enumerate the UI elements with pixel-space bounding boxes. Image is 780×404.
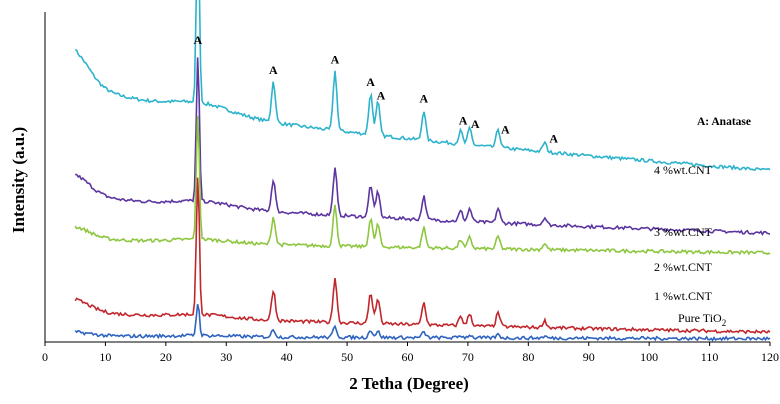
x-tick-label: 50 — [341, 350, 353, 364]
series-line-3 — [74, 177, 771, 335]
peak-annotation: A — [377, 89, 386, 103]
peak-annotation: A — [269, 63, 278, 77]
peak-annotation: A — [501, 122, 510, 136]
peak-annotation: A — [471, 117, 480, 131]
x-tick-label: 30 — [220, 350, 232, 364]
series-line-0 — [74, 0, 771, 171]
series-line-1 — [75, 57, 771, 237]
peak-annotation: A — [549, 132, 558, 146]
peak-annotation: A — [459, 114, 468, 128]
x-tick-label: 20 — [160, 350, 172, 364]
x-tick-label: 70 — [462, 350, 474, 364]
peak-annotation: A — [419, 92, 428, 106]
series-line-4 — [74, 304, 771, 342]
y-axis-title: Intensity (a.u.) — [9, 127, 28, 233]
x-tick-label: 60 — [402, 350, 414, 364]
peak-annotation: A — [366, 75, 375, 89]
peak-annotation: A — [194, 33, 203, 47]
x-tick-label: 90 — [583, 350, 595, 364]
series-label-1wt: 1 %wt.CNT — [654, 289, 713, 303]
x-ticks: 0 10 20 30 40 50 60 70 80 90 100 110 120 — [42, 342, 779, 364]
series-labels: 4 %wt.CNT 3 %wt.CNT 2 %wt.CNT 1 %wt.CNT … — [654, 116, 751, 328]
x-tick-label: 10 — [99, 350, 111, 364]
series-label-pure-subscript: 2 — [722, 318, 727, 328]
series-label-pure-tio2: Pure TiO2 — [678, 311, 726, 328]
x-tick-label: 110 — [701, 350, 719, 364]
series-line-2 — [74, 115, 771, 256]
phase-note: A: Anatase — [697, 116, 751, 128]
series-group — [74, 0, 771, 342]
x-tick-label: 0 — [42, 350, 48, 364]
peak-annotation: A — [331, 52, 340, 66]
x-tick-label: 40 — [281, 350, 293, 364]
series-label-4wt: 4 %wt.CNT — [654, 163, 713, 177]
x-axis-title: 2 Tetha (Degree) — [349, 374, 469, 393]
series-label-pure-main: Pure TiO — [678, 311, 722, 325]
x-tick-label: 100 — [640, 350, 658, 364]
series-label-2wt: 2 %wt.CNT — [654, 260, 713, 274]
x-tick-label: 80 — [522, 350, 534, 364]
x-tick-label: 120 — [761, 350, 779, 364]
series-label-3wt: 3 %wt.CNT — [654, 225, 713, 239]
